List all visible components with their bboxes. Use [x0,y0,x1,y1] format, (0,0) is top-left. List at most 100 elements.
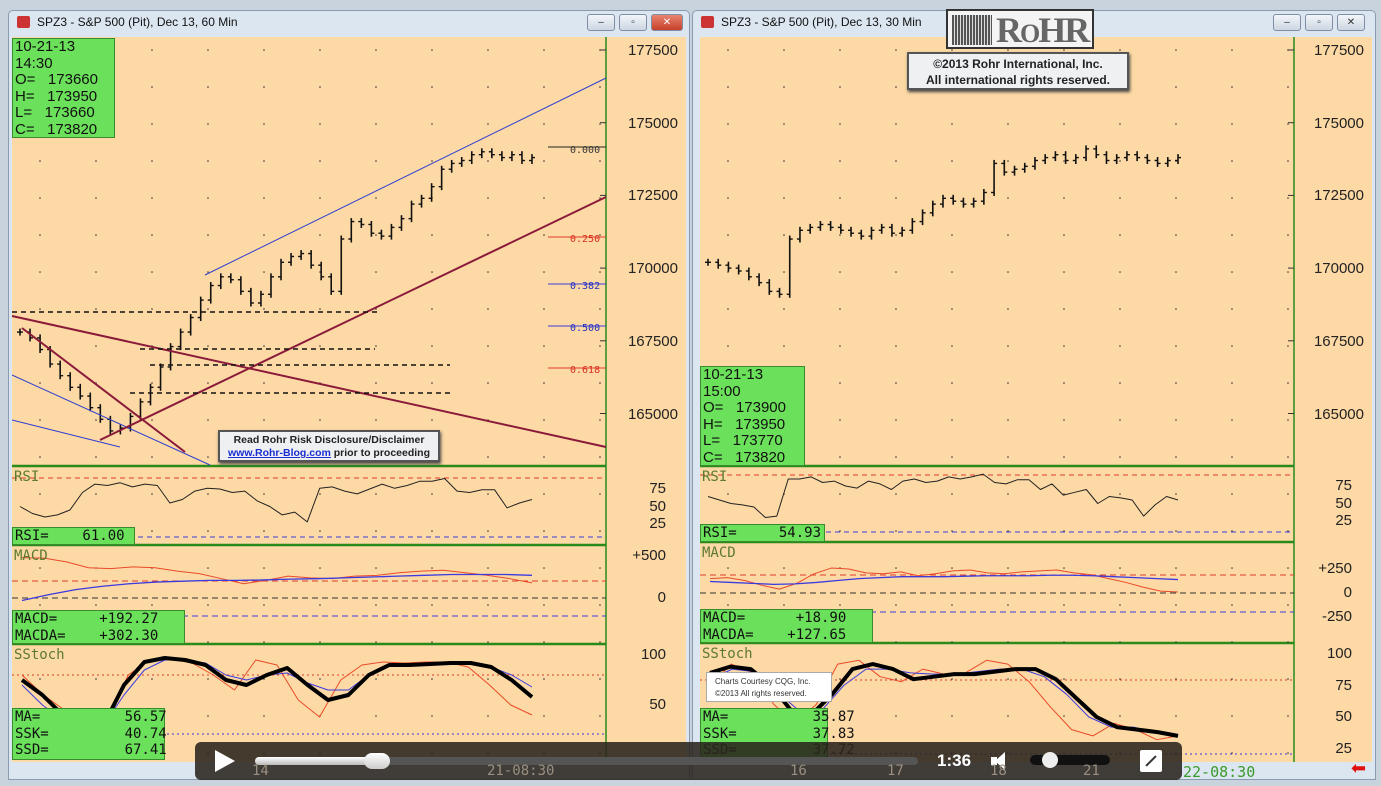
grid-dot [783,308,785,310]
grid-dot [727,345,729,347]
time-label: 18 [990,763,1007,779]
stoch-title: SStoch [14,647,65,663]
grid-dot [1063,234,1065,236]
fullscreen-icon[interactable] [1140,750,1162,772]
grid-dot [783,345,785,347]
grid-dot [1231,715,1233,717]
grid-dot [151,308,153,310]
grid-dot [319,604,321,606]
short-trend-line [21,327,186,453]
grid-dot [487,86,489,88]
grid-dot [1063,49,1065,51]
grid-dot [727,197,729,199]
grid-dot [487,567,489,569]
play-button[interactable] [215,750,235,772]
volume-slider[interactable] [1030,752,1110,768]
grid-dot [543,493,545,495]
red-arrow-icon[interactable]: ⬅ [1351,758,1367,778]
grid-dot [375,678,377,680]
grid-dot [1007,49,1009,51]
time-label: 21 [1083,763,1100,779]
grid-dot [1063,530,1065,532]
stoch-readout: MA= 56.57 SSK= 40.74 SSD= 67.41 [12,708,167,760]
minimize-button[interactable]: – [587,14,615,31]
grid-dot [543,49,545,51]
grid-dot [1287,419,1289,421]
grid-dot [1175,308,1177,310]
grid-dot [487,641,489,643]
grid-dot [263,197,265,199]
grid-dot [599,345,601,347]
logo-chart-icon [952,15,992,45]
grid-dot [951,382,953,384]
right-ohlc-box: 10-21-13 15:00 O= 173900 H= 173950 L= 173770… [700,366,805,466]
grid-dot [895,604,897,606]
seek-bar[interactable] [255,753,918,769]
grid-dot [375,160,377,162]
grid-dot [1063,382,1065,384]
grid-dot [487,678,489,680]
grid-dot [1287,678,1289,680]
grid-dot [319,567,321,569]
grid-dot [599,86,601,88]
grid-dot [839,197,841,199]
grid-dot [319,234,321,236]
grid-dot [1287,345,1289,347]
grid-dot [1231,382,1233,384]
disclaimer-notice: Read Rohr Risk Disclosure/Disclaimer www.… [218,430,440,462]
blog-link[interactable]: www.Rohr-Blog.com [227,447,331,459]
grid-dot [1175,456,1177,458]
grid-dot [95,493,97,495]
grid-dot [319,419,321,421]
grid-dot [39,160,41,162]
grid-dot [207,641,209,643]
seek-handle[interactable] [364,753,391,769]
grid-dot [543,678,545,680]
grid-dot [895,493,897,495]
open: O= 173660 [15,71,98,88]
maximize-button[interactable]: ▫ [1305,14,1333,31]
volume-handle[interactable] [1042,752,1058,768]
grid-dot [895,419,897,421]
price-label: 167500 [627,332,678,350]
uptrend-line [99,196,607,441]
grid-dot [839,715,841,717]
volume-icon[interactable] [991,752,1009,770]
grid-dot [487,345,489,347]
grid-dot [207,345,209,347]
grid-dot [783,604,785,606]
grid-dot [207,530,209,532]
grid-dot [951,493,953,495]
channel-lower-line [11,374,211,466]
rsi-line [707,473,1179,518]
grid-dot [951,715,953,717]
grid-dot [319,86,321,88]
close-button[interactable]: ✕ [651,14,683,31]
grid-dot [39,197,41,199]
grid-dot [727,604,729,606]
grid-dot [727,86,729,88]
grid-dot [1063,419,1065,421]
grid-dot [1175,604,1177,606]
time-label: 17 [887,763,904,779]
fib-label-250: 0.250 [570,234,601,245]
grid-dot [1007,456,1009,458]
grid-dot [431,308,433,310]
grid-dot [1175,715,1177,717]
grid-dot [1175,86,1177,88]
minimize-button[interactable]: – [1273,14,1301,31]
grid-dot [543,567,545,569]
grid-dot [1287,123,1289,125]
grid-dot [375,641,377,643]
close-button[interactable]: ✕ [1337,14,1365,31]
maximize-button[interactable]: ▫ [619,14,647,31]
grid-dot [487,197,489,199]
grid-dot [95,197,97,199]
grid-dot [431,382,433,384]
grid-dot [599,493,601,495]
grid-dot [839,678,841,680]
grid-dot [375,49,377,51]
low: L= 173660 [15,104,95,121]
time-label: 14 [252,763,269,779]
grid-dot [1287,382,1289,384]
